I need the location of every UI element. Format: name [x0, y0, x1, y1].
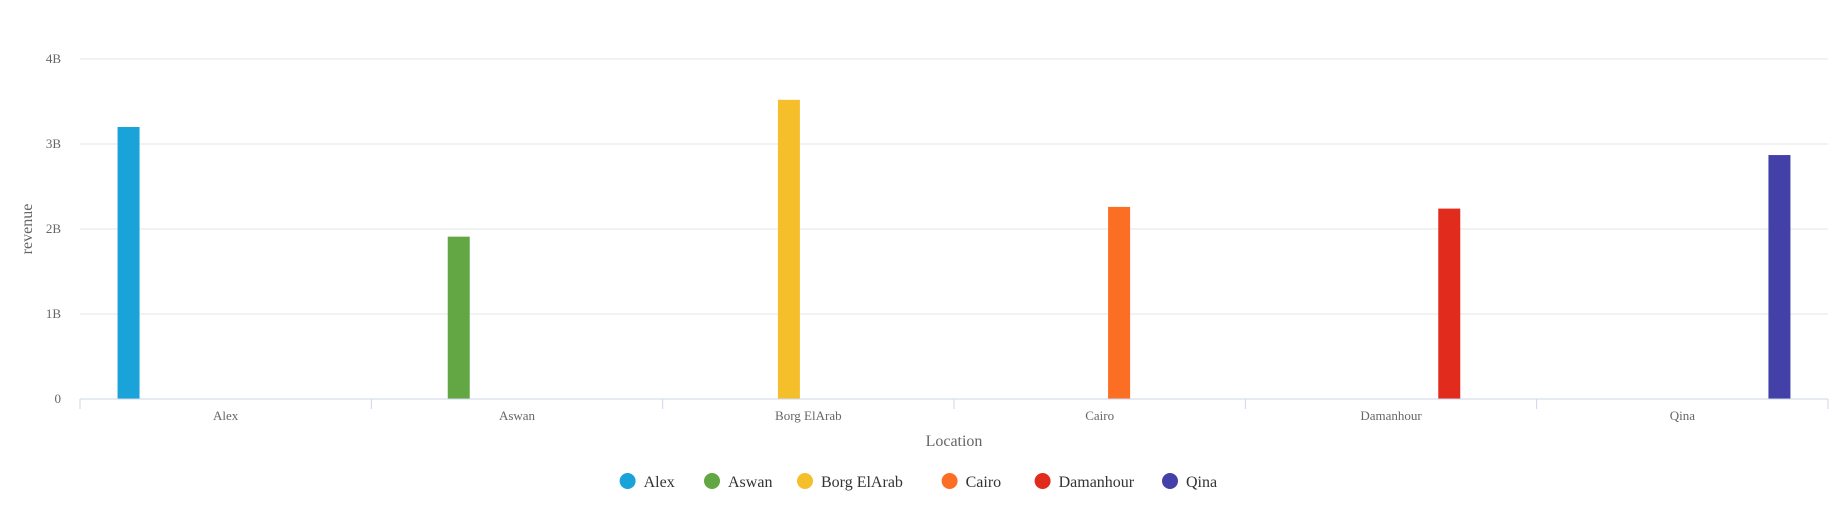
bars — [117, 99, 1791, 400]
bar-cairo[interactable] — [1108, 206, 1131, 399]
legend-item-borg-elarab[interactable]: Borg ElArab — [797, 473, 903, 491]
x-tick-label: Borg ElArab — [775, 408, 842, 423]
y-tick-label: 1B — [46, 306, 62, 321]
legend-label: Qina — [1186, 474, 1217, 491]
x-axis: Alex Aswan Borg ElArab Cairo Damanhour Qina — [79, 398, 1829, 423]
legend-item-cairo[interactable]: Cairo — [941, 473, 1002, 491]
legend-label: Borg ElArab — [821, 474, 903, 491]
y-tick-label: 3B — [46, 136, 62, 151]
legend-label: Aswan — [728, 474, 772, 491]
bar-aswan[interactable] — [447, 236, 470, 399]
y-tick-label: 4B — [46, 51, 62, 66]
legend-label: Alex — [644, 474, 675, 491]
y-axis-title: revenue — [19, 204, 36, 255]
legend-label: Cairo — [966, 474, 1002, 491]
x-tick-label: Damanhour — [1360, 408, 1422, 423]
bar-alex[interactable] — [117, 127, 140, 399]
legend-swatch-icon — [1162, 473, 1178, 489]
legend-item-aswan[interactable]: Aswan — [704, 473, 772, 491]
y-tick-label: 2B — [46, 221, 62, 236]
legend-item-damanhour[interactable]: Damanhour — [1034, 473, 1135, 491]
legend-item-qina[interactable]: Qina — [1162, 473, 1217, 491]
x-tick-label: Qina — [1670, 408, 1696, 423]
bar-qina[interactable] — [1768, 155, 1791, 399]
legend: Alex Aswan Borg ElArab Cairo Damanhour Qina — [619, 473, 1217, 491]
x-axis-title: Location — [926, 433, 983, 450]
x-tick-label: Aswan — [499, 408, 536, 423]
x-tick-label: Alex — [213, 408, 239, 423]
legend-swatch-icon — [619, 473, 636, 489]
y-tick-label: 0 — [55, 391, 62, 406]
legend-item-alex[interactable]: Alex — [619, 473, 675, 491]
legend-swatch-icon — [941, 473, 958, 489]
legend-swatch-icon — [704, 473, 720, 489]
legend-swatch-icon — [797, 473, 813, 489]
x-tick-label: Cairo — [1085, 408, 1114, 423]
bar-damanhour[interactable] — [1438, 208, 1461, 399]
y-axis-ticks: 0 1B 2B 3B 4B — [46, 51, 62, 406]
legend-label: Damanhour — [1059, 474, 1135, 491]
legend-swatch-icon — [1034, 473, 1051, 489]
grid-lines — [80, 58, 1828, 315]
bar-borg-elarab[interactable] — [777, 99, 800, 400]
